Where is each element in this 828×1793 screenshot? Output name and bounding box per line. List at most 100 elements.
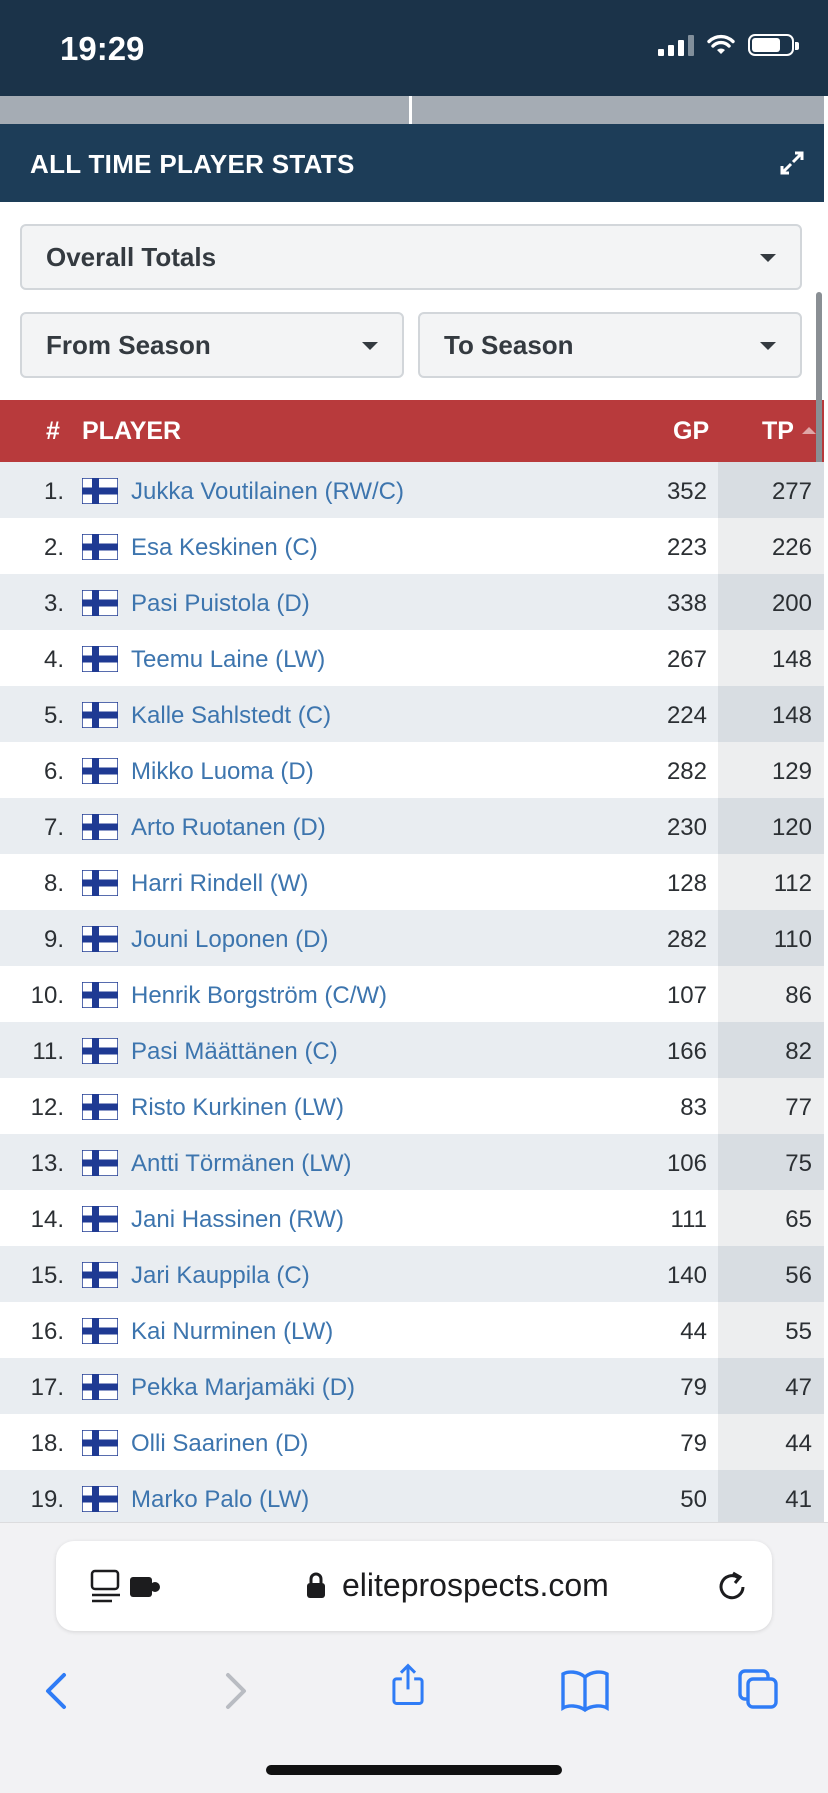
gp-cell: 79 bbox=[680, 1430, 707, 1457]
gp-cell: 106 bbox=[666, 1150, 707, 1177]
chevron-down-icon bbox=[760, 254, 776, 262]
gp-cell: 282 bbox=[666, 758, 707, 785]
tp-column-bg bbox=[718, 1358, 824, 1414]
rank-cell: 15. bbox=[30, 1262, 64, 1289]
gp-cell: 111 bbox=[670, 1206, 707, 1233]
finland-flag-icon bbox=[82, 590, 118, 616]
player-name-link[interactable]: Henrik Borgström (C/W) bbox=[131, 982, 388, 1009]
extension-icon[interactable] bbox=[130, 1575, 160, 1599]
tp-cell: 110 bbox=[773, 926, 812, 953]
table-row: 18. Olli Saarinen (D) 79 44 bbox=[0, 1414, 824, 1470]
expand-icon[interactable] bbox=[778, 149, 806, 177]
share-icon[interactable] bbox=[386, 1663, 430, 1707]
tp-cell: 77 bbox=[785, 1094, 812, 1121]
rank-cell: 3. bbox=[43, 590, 64, 617]
rank-cell: 4. bbox=[43, 646, 64, 673]
reload-icon[interactable] bbox=[716, 1571, 748, 1603]
rank-cell: 2. bbox=[43, 534, 64, 561]
tp-cell: 200 bbox=[771, 590, 812, 617]
player-name-link[interactable]: Antti Törmänen (LW) bbox=[131, 1150, 352, 1177]
player-name-link[interactable]: Olli Saarinen (D) bbox=[131, 1430, 309, 1457]
finland-flag-icon bbox=[82, 478, 118, 504]
gp-cell: 267 bbox=[666, 646, 707, 673]
player-name-link[interactable]: Pekka Marjamäki (D) bbox=[131, 1374, 356, 1401]
finland-flag-icon bbox=[82, 1094, 118, 1120]
finland-flag-icon bbox=[82, 534, 118, 560]
player-name-link[interactable]: Risto Kurkinen (LW) bbox=[131, 1094, 344, 1121]
tp-column-bg bbox=[718, 1470, 824, 1526]
tp-cell: 112 bbox=[773, 870, 812, 897]
rank-cell: 17. bbox=[30, 1374, 64, 1401]
rank-cell: 13. bbox=[30, 1150, 64, 1177]
player-name-link[interactable]: Jani Hassinen (RW) bbox=[131, 1206, 344, 1233]
table-row: 19. Marko Palo (LW) 50 41 bbox=[0, 1470, 824, 1526]
finland-flag-icon bbox=[82, 702, 118, 728]
gp-cell: 224 bbox=[666, 702, 707, 729]
player-name-link[interactable]: Jari Kauppila (C) bbox=[131, 1262, 310, 1289]
finland-flag-icon bbox=[82, 1430, 118, 1456]
gp-cell: 79 bbox=[680, 1374, 707, 1401]
table-row: 11. Pasi Määttänen (C) 166 82 bbox=[0, 1022, 824, 1078]
table-row: 10. Henrik Borgström (C/W) 107 86 bbox=[0, 966, 824, 1022]
tp-cell: 277 bbox=[771, 478, 812, 505]
player-name-link[interactable]: Harri Rindell (W) bbox=[131, 870, 309, 897]
table-row: 9. Jouni Loponen (D) 282 110 bbox=[0, 910, 824, 966]
tp-column-bg bbox=[718, 1414, 824, 1470]
header-tp[interactable]: TP bbox=[762, 417, 794, 445]
tp-column-bg bbox=[718, 1078, 824, 1134]
gp-cell: 166 bbox=[666, 1038, 707, 1065]
player-name-link[interactable]: Esa Keskinen (C) bbox=[131, 534, 318, 561]
gp-cell: 338 bbox=[666, 590, 707, 617]
from-season-label: From Season bbox=[46, 330, 211, 360]
url-text: eliteprospects.com bbox=[342, 1567, 609, 1603]
tp-column-bg bbox=[718, 742, 824, 798]
tp-column-bg bbox=[718, 630, 824, 686]
url-bar[interactable]: eliteprospects.com bbox=[56, 1541, 772, 1631]
tp-cell: 226 bbox=[771, 534, 812, 561]
tp-column-bg bbox=[718, 518, 824, 574]
to-season-select[interactable]: To Season bbox=[418, 312, 802, 378]
player-name-link[interactable]: Pasi Määttänen (C) bbox=[131, 1038, 338, 1065]
reader-mode-icon[interactable] bbox=[90, 1569, 122, 1605]
header-player[interactable]: PLAYER bbox=[82, 417, 182, 445]
tp-cell: 120 bbox=[771, 814, 812, 841]
bookmarks-icon[interactable] bbox=[560, 1669, 610, 1713]
tabs-icon[interactable] bbox=[736, 1667, 780, 1711]
overall-totals-select[interactable]: Overall Totals bbox=[20, 224, 802, 290]
rank-cell: 6. bbox=[43, 758, 64, 785]
rank-cell: 16. bbox=[30, 1318, 64, 1345]
player-name-link[interactable]: Teemu Laine (LW) bbox=[131, 646, 326, 673]
player-name-link[interactable]: Jukka Voutilainen (RW/C) bbox=[131, 478, 404, 505]
finland-flag-icon bbox=[82, 1374, 118, 1400]
scroll-indicator[interactable] bbox=[816, 292, 822, 630]
table-row: 4. Teemu Laine (LW) 267 148 bbox=[0, 630, 824, 686]
finland-flag-icon bbox=[82, 982, 118, 1008]
table-row: 14. Jani Hassinen (RW) 111 65 bbox=[0, 1190, 824, 1246]
gp-cell: 140 bbox=[666, 1262, 707, 1289]
finland-flag-icon bbox=[82, 1262, 118, 1288]
finland-flag-icon bbox=[82, 814, 118, 840]
gp-cell: 44 bbox=[680, 1318, 707, 1345]
gp-cell: 282 bbox=[666, 926, 707, 953]
tp-column-bg bbox=[718, 686, 824, 742]
player-name-link[interactable]: Marko Palo (LW) bbox=[131, 1486, 310, 1513]
table-row: 7. Arto Ruotanen (D) 230 120 bbox=[0, 798, 824, 854]
rank-cell: 7. bbox=[43, 814, 64, 841]
player-name-link[interactable]: Arto Ruotanen (D) bbox=[131, 814, 326, 841]
header-gp[interactable]: GP bbox=[673, 417, 710, 445]
player-name-link[interactable]: Kai Nurminen (LW) bbox=[131, 1318, 334, 1345]
sort-ascending-icon bbox=[802, 427, 816, 434]
tp-column-bg bbox=[718, 462, 824, 518]
back-icon[interactable] bbox=[36, 1669, 80, 1713]
player-name-link[interactable]: Kalle Sahlstedt (C) bbox=[131, 702, 332, 729]
gp-cell: 223 bbox=[666, 534, 707, 561]
from-season-select[interactable]: From Season bbox=[20, 312, 404, 378]
tp-cell: 75 bbox=[785, 1150, 812, 1177]
player-name-link[interactable]: Mikko Luoma (D) bbox=[131, 758, 314, 785]
finland-flag-icon bbox=[82, 646, 118, 672]
player-name-link[interactable]: Jouni Loponen (D) bbox=[131, 926, 329, 953]
tab-strip-partial bbox=[0, 96, 824, 124]
forward-icon[interactable] bbox=[212, 1669, 256, 1713]
finland-flag-icon bbox=[82, 926, 118, 952]
player-name-link[interactable]: Pasi Puistola (D) bbox=[131, 590, 310, 617]
